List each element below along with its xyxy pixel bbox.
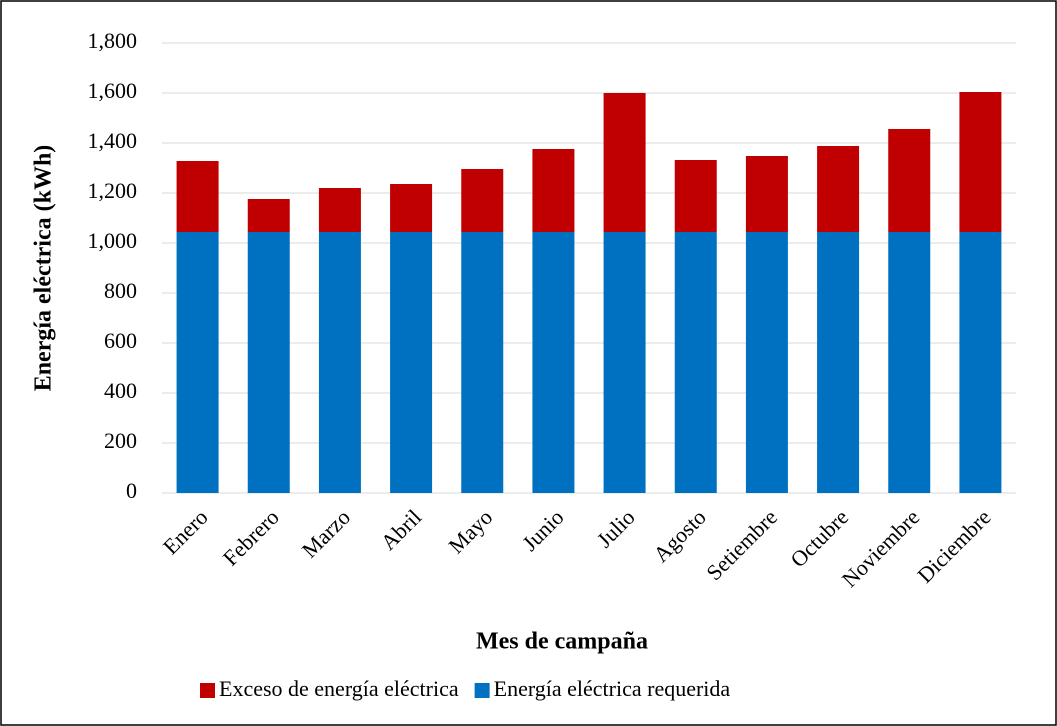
y-tick-label: 1,400 xyxy=(88,128,138,153)
bar-segment xyxy=(247,232,290,493)
bar-segment xyxy=(318,188,361,232)
y-tick-label: 200 xyxy=(104,428,137,453)
bar-segment xyxy=(247,199,290,232)
y-tick-label: 1,600 xyxy=(88,78,138,103)
bar-segment xyxy=(176,161,219,232)
bar-segment xyxy=(745,232,788,493)
bar-segment xyxy=(817,146,860,232)
bar-segment xyxy=(532,232,575,493)
bar-segment xyxy=(176,232,219,493)
y-tick-label: 1,200 xyxy=(88,178,138,203)
legend-swatch xyxy=(474,683,490,698)
bar-segment xyxy=(674,232,717,493)
bar-segment xyxy=(674,160,717,232)
y-tick-label: 600 xyxy=(104,328,137,353)
legend-swatch xyxy=(200,683,215,698)
y-tick-label: 1,800 xyxy=(88,28,138,53)
bar-segment xyxy=(318,232,361,493)
bar-segment xyxy=(888,232,931,493)
bar-segment xyxy=(532,149,575,232)
bar-segment xyxy=(745,156,788,232)
bar-segment xyxy=(461,232,504,493)
legend-label: Exceso de energía eléctrica xyxy=(219,676,459,701)
y-tick-label: 800 xyxy=(104,278,137,303)
bar-segment xyxy=(390,232,433,493)
x-axis-title: Mes de campaña xyxy=(476,629,648,655)
y-tick-label: 1,000 xyxy=(88,228,138,253)
bar-segment xyxy=(888,129,931,232)
bar-segment xyxy=(461,169,504,232)
bar-segment xyxy=(959,232,1002,493)
y-tick-label: 0 xyxy=(126,478,137,503)
bar-segment xyxy=(959,92,1002,232)
bar-segment xyxy=(603,93,646,232)
bar-segment xyxy=(817,232,860,493)
y-tick-label: 400 xyxy=(104,378,137,403)
y-axis-title: Energía eléctrica (kWh) xyxy=(31,145,57,392)
legend-label: Energía eléctrica requerida xyxy=(494,676,731,701)
bar-segment xyxy=(603,232,646,493)
bar-segment xyxy=(390,184,433,232)
